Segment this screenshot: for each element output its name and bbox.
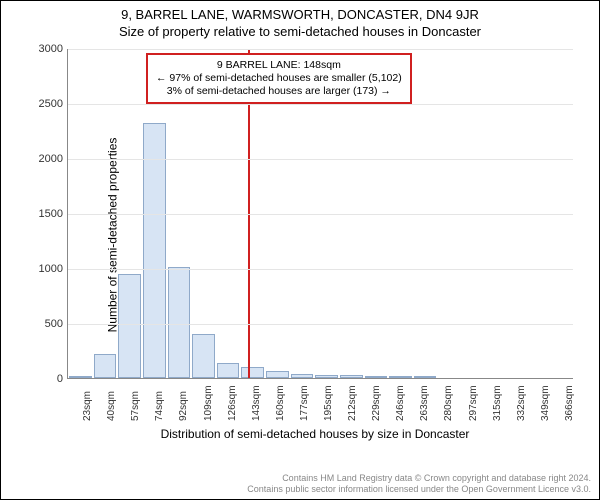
y-tick-label: 500 <box>45 318 63 330</box>
y-tick-label: 1000 <box>39 263 63 275</box>
x-tick-label: 74sqm <box>154 391 156 421</box>
footer-line1: Contains HM Land Registry data © Crown c… <box>247 473 591 484</box>
x-tick-label: 315sqm <box>492 385 494 421</box>
bar <box>143 123 166 378</box>
x-tick-label: 263sqm <box>419 385 421 421</box>
x-tick-label: 297sqm <box>468 385 470 421</box>
bar <box>365 376 388 378</box>
x-axis-label: Distribution of semi-detached houses by … <box>55 427 575 441</box>
y-tick-label: 3000 <box>39 43 63 55</box>
grid-line <box>68 104 573 105</box>
chart-title-2: Size of property relative to semi-detach… <box>1 24 599 39</box>
bar <box>315 375 338 378</box>
bar <box>266 371 289 378</box>
x-tick-label: 195sqm <box>323 385 325 421</box>
annot-line1: 9 BARREL LANE: 148sqm <box>156 59 402 72</box>
annotation-box: 9 BARREL LANE: 148sqm ← 97% of semi-deta… <box>146 53 412 104</box>
x-tick-label: 23sqm <box>82 391 84 421</box>
annot-line3: 3% of semi-detached houses are larger (1… <box>156 85 402 98</box>
annot-line2: ← 97% of semi-detached houses are smalle… <box>156 72 402 85</box>
x-tick-label: 126sqm <box>227 385 229 421</box>
x-tick-label: 349sqm <box>540 385 542 421</box>
bar <box>69 376 92 378</box>
bar <box>340 375 363 378</box>
x-tick-label: 40sqm <box>106 391 108 421</box>
bar <box>118 274 141 379</box>
plot-region: 9 BARREL LANE: 148sqm ← 97% of semi-deta… <box>67 49 573 379</box>
footer-attribution: Contains HM Land Registry data © Crown c… <box>247 473 591 495</box>
x-tick-label: 177sqm <box>299 385 301 421</box>
x-tick-label: 366sqm <box>564 385 566 421</box>
bar <box>168 267 191 378</box>
x-tick-label: 143sqm <box>251 385 253 421</box>
bar <box>414 376 437 378</box>
y-tick-label: 2500 <box>39 98 63 110</box>
x-tick-label: 280sqm <box>443 385 445 421</box>
bar <box>241 367 264 378</box>
grid-line <box>68 159 573 160</box>
x-tick-label: 160sqm <box>275 385 277 421</box>
x-tick-label: 212sqm <box>347 385 349 421</box>
grid-line <box>68 49 573 50</box>
bar <box>389 376 412 378</box>
x-tick-label: 109sqm <box>203 385 205 421</box>
y-tick-label: 1500 <box>39 208 63 220</box>
x-tick-label: 229sqm <box>371 385 373 421</box>
x-tick-label: 57sqm <box>130 391 132 421</box>
footer-line2: Contains public sector information licen… <box>247 484 591 495</box>
chart-container: 9, BARREL LANE, WARMSWORTH, DONCASTER, D… <box>0 0 600 500</box>
grid-line <box>68 269 573 270</box>
x-tick-label: 92sqm <box>178 391 180 421</box>
bar <box>217 363 240 378</box>
bar <box>192 334 215 378</box>
chart-area: Number of semi-detached properties 9 BAR… <box>55 49 575 421</box>
y-tick-label: 2000 <box>39 153 63 165</box>
grid-line <box>68 324 573 325</box>
bar <box>291 374 314 378</box>
y-tick-label: 0 <box>57 373 63 385</box>
bar <box>94 354 117 378</box>
chart-title-1: 9, BARREL LANE, WARMSWORTH, DONCASTER, D… <box>1 7 599 22</box>
x-ticks: 23sqm 40sqm 57sqm 74sqm 92sqm 109sqm 126sqm 143… <box>67 383 573 423</box>
x-tick-label: 332sqm <box>516 385 518 421</box>
grid-line <box>68 214 573 215</box>
x-tick-label: 246sqm <box>395 385 397 421</box>
